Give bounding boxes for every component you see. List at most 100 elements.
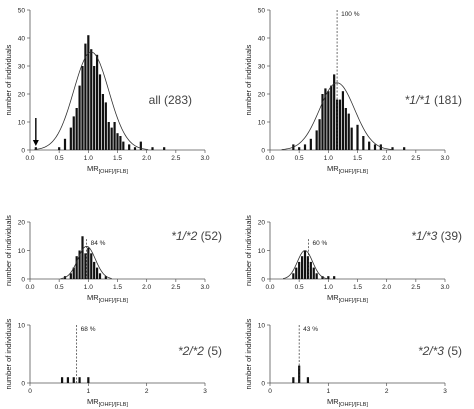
- histogram-bar: [95, 267, 99, 279]
- x-tick-label: 1.0: [324, 284, 333, 291]
- histogram-bar: [309, 138, 312, 150]
- y-tick-label: 10: [18, 322, 26, 329]
- x-tick-label: 1.0: [324, 155, 333, 162]
- y-tick-label: 10: [258, 322, 266, 329]
- genotype-count: (5): [447, 344, 462, 358]
- x-tick-label: 0.0: [25, 155, 34, 162]
- y-tick-label: 10: [258, 119, 266, 126]
- histogram-bar: [338, 99, 342, 150]
- histogram-bar: [350, 127, 353, 150]
- histogram-bar: [356, 124, 359, 150]
- histogram-bar: [163, 147, 166, 150]
- histogram-bar: [327, 91, 330, 150]
- histogram-bar: [110, 127, 113, 150]
- x-tick-label: 1.5: [113, 155, 122, 162]
- histogram-bar: [333, 74, 336, 150]
- x-axis-label-subscript: [OHF]/[FLB]: [99, 169, 129, 175]
- histogram-bar: [72, 377, 75, 383]
- x-tick-label: 2.0: [382, 284, 391, 291]
- histogram-bar: [34, 147, 37, 150]
- histogram-bar: [300, 256, 304, 279]
- y-tick-label: 20: [18, 219, 26, 226]
- genotype-count: (52): [201, 229, 222, 243]
- x-tick-label: 0.5: [295, 284, 304, 291]
- x-tick-label: 2.5: [411, 284, 420, 291]
- genotype-count: (5): [207, 344, 222, 358]
- histogram-bar: [93, 66, 96, 150]
- x-axis-label-subscript: [OHF]/[FLB]: [339, 169, 369, 175]
- x-tick-label: 0.5: [55, 155, 64, 162]
- x-axis-label-subscript: [OHF]/[FLB]: [99, 402, 129, 408]
- histogram-bar: [81, 66, 84, 150]
- histogram-bar: [309, 261, 312, 279]
- histogram-bar: [98, 273, 102, 279]
- genotype-italic: *2/*3: [418, 344, 444, 358]
- x-tick-label: 0.0: [25, 284, 34, 291]
- x-tick-label: 1.5: [353, 284, 362, 291]
- x-tick-label: 3.0: [440, 155, 449, 162]
- x-tick-label: 2: [145, 388, 149, 395]
- histogram-bar: [78, 85, 81, 150]
- y-tick-label: 10: [18, 119, 26, 126]
- histogram-bar: [303, 250, 307, 279]
- histogram-bar: [403, 147, 406, 150]
- histogram-bar: [69, 127, 72, 150]
- genotype-italic: *2/*2: [178, 344, 204, 358]
- histogram-bar: [295, 267, 298, 279]
- histogram-bar: [84, 43, 87, 150]
- x-tick-label: 3.0: [200, 155, 209, 162]
- y-tick-label: 40: [18, 35, 26, 42]
- y-tick-label: 0: [261, 380, 265, 387]
- normal-fit-curve: [34, 51, 149, 150]
- x-tick-label: 0.0: [265, 155, 274, 162]
- histogram-bar: [95, 54, 99, 150]
- x-axis-label-main: MR: [327, 397, 339, 406]
- x-tick-label: 2.5: [171, 155, 180, 162]
- genotype-group-label: *2/*3 (5): [418, 344, 462, 358]
- histogram-bar: [78, 250, 81, 279]
- genotype-group-label: *2/*2 (5): [178, 344, 222, 358]
- histogram-bar: [87, 377, 90, 383]
- histogram-bar: [139, 141, 142, 150]
- genotype-count: (39): [441, 229, 462, 243]
- x-tick-label: 2: [385, 388, 389, 395]
- percentage-label: 84 %: [91, 240, 106, 247]
- percentage-label: 43 %: [303, 326, 318, 333]
- genotype-count: (181): [434, 93, 462, 107]
- y-tick-label: 10: [18, 248, 26, 255]
- x-tick-label: 2.0: [382, 155, 391, 162]
- x-tick-label: 2.5: [171, 284, 180, 291]
- histogram-bar: [318, 119, 321, 150]
- histogram-bar: [84, 253, 87, 279]
- genotype-italic: *1/*1: [405, 93, 431, 107]
- x-axis-label-main: MR: [87, 397, 99, 406]
- histogram-bar: [330, 85, 333, 150]
- x-axis-label-subscript: [OHF]/[FLB]: [99, 298, 129, 304]
- genotype-group-label: *1/*2 (52): [171, 229, 222, 243]
- histogram-bar: [90, 49, 93, 151]
- y-axis-label: number of individuals: [4, 44, 13, 115]
- histogram-bar: [75, 256, 78, 279]
- x-tick-label: 1: [327, 388, 331, 395]
- histogram-bar: [333, 276, 336, 279]
- histogram-bar: [58, 147, 61, 150]
- histogram-bar: [321, 94, 324, 150]
- histogram-bar: [113, 122, 116, 150]
- x-axis-label: MR[OHF]/[FLB]: [327, 397, 368, 408]
- histogram-bar: [69, 273, 72, 279]
- histogram-bar: [87, 247, 90, 279]
- x-axis-label-subscript: [OHF]/[FLB]: [339, 402, 369, 408]
- x-tick-label: 0.5: [295, 155, 304, 162]
- x-tick-label: 2.0: [142, 155, 151, 162]
- percentage-label: 100 %: [341, 11, 360, 18]
- histogram-bar: [119, 136, 122, 150]
- x-axis-label-subscript: [OHF]/[FLB]: [339, 298, 369, 304]
- histogram-bar: [341, 91, 345, 150]
- histogram-bar: [321, 276, 324, 279]
- panel-3: 0 10 20 0.0 0.5 1.0 1.5 2.0 2.5 3.0 number of indi…: [244, 215, 462, 304]
- histogram-bar: [292, 377, 295, 383]
- x-tick-label: 1: [87, 388, 91, 395]
- x-tick-label: 1.0: [84, 155, 93, 162]
- y-tick-label: 30: [18, 63, 26, 70]
